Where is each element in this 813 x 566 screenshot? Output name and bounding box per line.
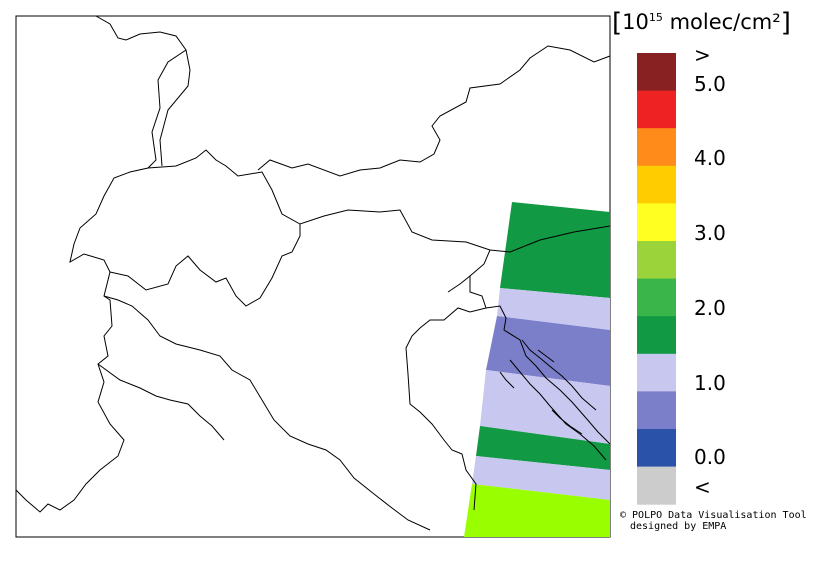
legend-label: 2.0 <box>694 296 726 320</box>
legend-label: 5.0 <box>694 72 726 96</box>
satellite-swath <box>464 202 610 537</box>
swath-band <box>464 484 610 537</box>
unit-exponent: 15 <box>648 11 663 24</box>
swath-band <box>476 426 610 470</box>
legend-label: 3.0 <box>694 221 726 245</box>
legend-swatch <box>637 128 676 167</box>
unit-label: [1015 molec/cm²] <box>612 8 791 38</box>
unit-base: 10 <box>622 10 649 34</box>
swath-band <box>472 456 610 500</box>
legend-label: < <box>694 475 711 499</box>
legend-swatch <box>637 241 676 280</box>
legend-swatch <box>637 203 676 242</box>
legend-label: 4.0 <box>694 146 726 170</box>
credit-line-1: © POLPO Data Visualisation Tool <box>620 510 807 521</box>
legend-label: 0.0 <box>694 445 726 469</box>
credit: © POLPO Data Visualisation Tool designed… <box>620 510 807 532</box>
legend-swatch <box>637 316 676 355</box>
legend-swatch <box>637 53 676 92</box>
legend-swatch <box>637 391 676 430</box>
legend-swatch <box>637 353 676 392</box>
legend-swatch <box>637 429 676 468</box>
legend-label: 1.0 <box>694 371 726 395</box>
legend-swatch <box>637 165 676 204</box>
credit-line-2: designed by EMPA <box>630 521 727 532</box>
legend-swatch <box>637 466 676 505</box>
legend-swatch <box>637 90 676 129</box>
legend-swatch <box>637 278 676 317</box>
unit-suffix: molec/cm² <box>669 10 781 34</box>
country-borders <box>15 15 611 531</box>
legend-label: > <box>694 43 711 67</box>
swath-band <box>480 370 610 444</box>
swath-band <box>500 202 610 298</box>
